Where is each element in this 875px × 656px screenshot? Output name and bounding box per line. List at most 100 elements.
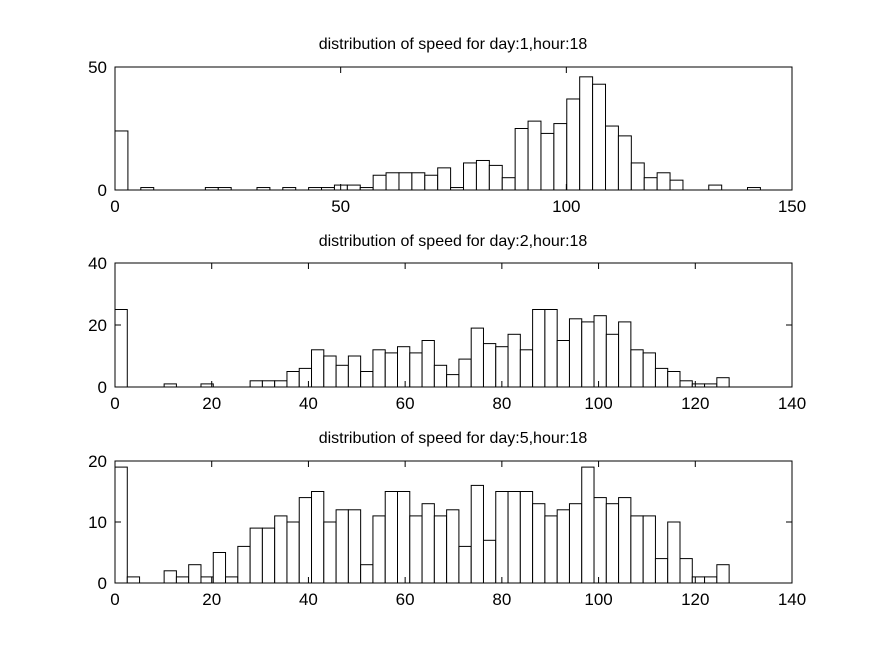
y-tick-label: 50	[88, 58, 107, 77]
histogram-bar	[163, 570, 177, 584]
histogram-bar	[409, 515, 423, 584]
histogram-bar	[708, 184, 723, 191]
histogram-bar	[532, 309, 546, 388]
subplot-title: distribution of speed for day:5,hour:18	[319, 430, 588, 447]
histogram-bar	[618, 497, 632, 584]
histogram-bar	[359, 187, 374, 191]
histogram-bar	[605, 333, 620, 388]
histogram-bar	[286, 521, 300, 584]
y-tick-label: 40	[88, 254, 107, 273]
histogram-bar	[593, 497, 607, 584]
histogram-bar	[384, 491, 399, 584]
histogram-bar	[532, 503, 546, 584]
histogram-bar	[704, 383, 718, 388]
histogram-bar	[656, 172, 671, 191]
y-tick-label: 0	[98, 574, 107, 593]
x-tick-label: 50	[331, 197, 350, 216]
histogram-bar	[256, 187, 271, 191]
subplot-day-1: distribution of speed for day:1,hour:18 …	[88, 36, 806, 216]
x-tick-label: 60	[396, 590, 415, 609]
histogram-bar	[311, 349, 325, 388]
histogram-bar	[163, 383, 177, 388]
histogram-bar	[642, 352, 656, 388]
histogram-bar	[126, 576, 141, 584]
histogram-bar	[347, 355, 362, 388]
histogram-bar	[747, 187, 761, 191]
histogram-bar	[679, 558, 693, 584]
histogram-bar	[495, 346, 509, 388]
histogram-bar	[553, 123, 568, 191]
histogram-bar	[372, 349, 386, 388]
histogram-bar	[298, 367, 313, 388]
histogram-bar	[669, 179, 684, 191]
histogram-bar	[704, 576, 718, 584]
histogram-bar	[397, 346, 411, 388]
histogram-bar	[114, 130, 129, 191]
histogram-bar	[654, 367, 669, 388]
histogram-bar	[212, 552, 227, 584]
histogram-bar	[507, 491, 521, 584]
y-tick-label: 20	[88, 316, 107, 335]
histogram-bar	[470, 327, 484, 388]
subplot-day-2: distribution of speed for day:2,hour:18 …	[88, 233, 806, 413]
histogram-bar	[691, 576, 706, 584]
histogram-bar	[372, 174, 387, 191]
histogram-bar	[409, 352, 423, 388]
x-tick-label: 100	[584, 590, 612, 609]
histogram-bar	[311, 491, 325, 584]
histogram-bar	[566, 98, 581, 191]
histogram-bar	[654, 558, 669, 584]
x-tick-label: 150	[778, 197, 806, 216]
histogram-bar	[360, 564, 374, 584]
histogram-bar	[592, 83, 607, 191]
histogram-bar	[544, 309, 558, 388]
histogram-bar	[630, 515, 644, 584]
histogram-bar	[446, 509, 460, 584]
x-tick-label: 20	[202, 394, 221, 413]
x-tick-label: 0	[110, 394, 119, 413]
histogram-bar	[618, 321, 632, 388]
histogram-bar	[458, 358, 472, 388]
histogram-bar	[433, 364, 448, 388]
histogram-bar	[667, 371, 681, 388]
histogram-bar	[593, 315, 607, 388]
histogram-bar	[642, 515, 656, 584]
histogram-bar	[568, 503, 583, 584]
histogram-bar	[488, 164, 503, 191]
histogram-bar	[581, 321, 595, 388]
histogram-bar	[114, 309, 128, 388]
histogram-bar	[225, 576, 239, 584]
histogram-bar	[188, 564, 202, 584]
histogram-bar	[384, 352, 399, 388]
histogram-bar	[200, 383, 214, 388]
histogram-bar	[140, 187, 155, 191]
histogram-bar	[398, 172, 413, 191]
histogram-bar	[679, 380, 693, 388]
y-tick-label: 0	[98, 181, 107, 200]
histogram-bar	[514, 128, 529, 191]
x-tick-label: 40	[299, 394, 318, 413]
histogram-bar	[519, 491, 534, 584]
histogram-bar	[323, 355, 337, 388]
histogram-bar	[501, 177, 516, 191]
histogram-bar	[579, 76, 594, 191]
x-tick-label: 140	[778, 590, 806, 609]
histogram-bar	[421, 340, 435, 388]
histogram-bar	[421, 503, 435, 584]
subplot-day-5: distribution of speed for day:5,hour:18 …	[88, 430, 806, 609]
bars-group	[114, 76, 761, 191]
histogram-bar	[175, 576, 190, 584]
histogram-bar	[643, 177, 658, 191]
histogram-bar	[114, 466, 128, 584]
histogram-bar	[450, 187, 465, 191]
histogram-bar	[282, 187, 297, 191]
histogram-bar	[581, 466, 595, 584]
histogram-bar	[261, 380, 276, 388]
y-tick-label: 10	[88, 513, 107, 532]
histogram-bar	[556, 509, 570, 584]
histogram-bar	[261, 527, 276, 584]
histogram-bar	[630, 349, 644, 388]
histogram-bar	[204, 187, 219, 191]
histogram-bar	[519, 349, 534, 388]
